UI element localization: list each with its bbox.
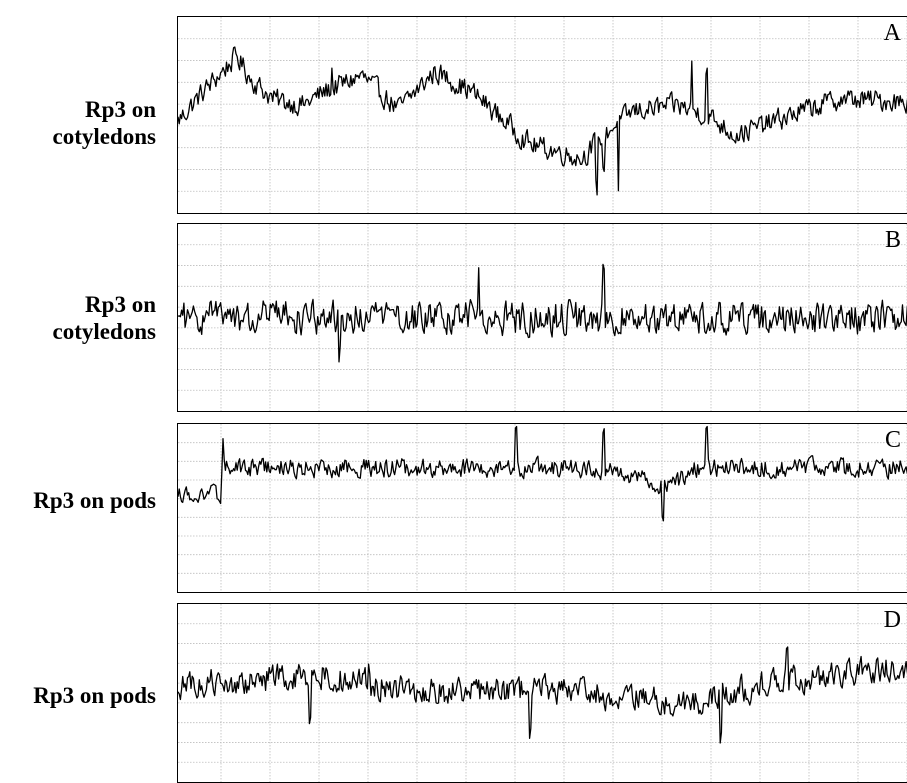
row-label-a-line-2: cotyledons: [52, 124, 157, 149]
row-label-c-line-1: Rp3 on pods: [33, 488, 156, 513]
row-label-a-line-1: Rp3 on: [85, 97, 156, 122]
row-label-b-line-2: cotyledons: [52, 319, 157, 344]
trace-panel-b: B: [177, 223, 907, 412]
row-label-b: Rp3 on cotyledons: [53, 291, 157, 345]
trace-chart-a: [178, 17, 907, 213]
panel-letter-a: A: [883, 20, 901, 46]
trace-chart-d: [178, 604, 907, 782]
row-label-b-line-1: Rp3 on: [85, 292, 156, 317]
trace-line-d: [178, 646, 907, 744]
panel-letter-c: C: [884, 427, 901, 453]
row-label-d: Rp3 on pods: [33, 682, 156, 709]
trace-line-a: [178, 46, 907, 196]
row-label-c: Rp3 on pods: [33, 487, 156, 514]
gridlines-d: [178, 604, 907, 782]
row-label-a: Rp3 on cotyledons: [53, 96, 157, 150]
trace-chart-b: [178, 224, 907, 411]
trace-panel-c: C: [177, 423, 907, 593]
panel-letter-b: B: [884, 227, 901, 253]
trace-line-c: [178, 425, 907, 522]
trace-panel-d: D: [177, 603, 907, 783]
trace-panel-a: A: [177, 16, 907, 214]
panel-letter-d: D: [883, 607, 901, 633]
gridlines-c: [178, 424, 907, 592]
gridlines-b: [178, 224, 907, 411]
trace-chart-c: [178, 424, 907, 592]
row-label-d-line-1: Rp3 on pods: [33, 683, 156, 708]
trace-line-b: [178, 263, 907, 363]
